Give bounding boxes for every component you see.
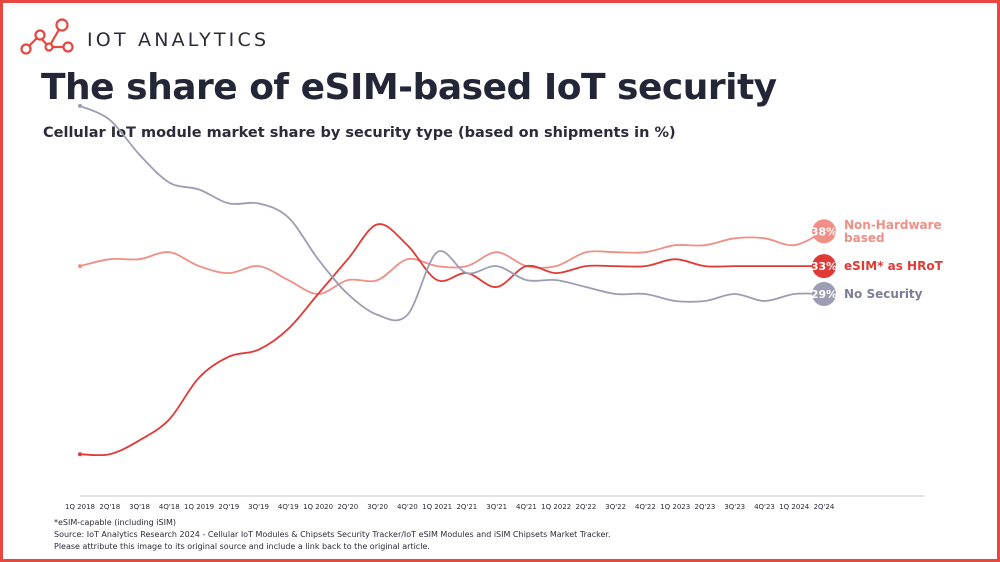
- end-badge-non-hardware-based: [812, 219, 836, 244]
- x-tick-label: 1Q 2018: [65, 503, 95, 511]
- end-value-label-non-hardware-based: 38%: [811, 225, 837, 238]
- x-tick-label: 1Q 2019: [184, 503, 214, 511]
- series-start-point-non-hardware-based: [78, 264, 82, 269]
- footnotes: *eSIM-capable (including iSIM) Source: I…: [54, 517, 611, 553]
- x-tick-label: 2Q'19: [218, 503, 239, 511]
- end-badge-esim-as-hrot: [812, 254, 836, 279]
- x-tick-label: 1Q 2024: [779, 503, 810, 511]
- x-tick-label: 4Q'20: [397, 503, 418, 511]
- end-value-label-esim-as-hrot: 33%: [811, 260, 837, 273]
- end-labels: 38% Non-Hardware based 33% eSIM* as HRoT 29% N…: [811, 218, 944, 306]
- series-name-non-hardware-based: Non-Hardware based: [844, 218, 942, 245]
- x-tick-label: 3Q'21: [486, 503, 507, 511]
- x-tick-label: 4Q'21: [516, 503, 537, 511]
- network-nodes-icon: [20, 18, 74, 55]
- x-tick-label: 2Q'18: [99, 503, 120, 511]
- x-tick-label: 2Q'23: [695, 503, 716, 511]
- attribution-note: Please attribute this image to its origi…: [54, 542, 430, 551]
- page-title: The share of eSIM-based IoT security: [41, 67, 777, 108]
- esim-footnote: *eSIM-capable (including iSIM): [54, 518, 176, 527]
- brand-name: IOT ANALYTICS: [87, 29, 270, 51]
- chart-subtitle: Cellular IoT module market share by secu…: [43, 125, 676, 141]
- x-tick-label: 2Q'20: [337, 503, 358, 511]
- x-tick-labels: 1Q 2018 2Q'18 3Q'18 4Q'18 1Q 2019 2Q'19 3Q'19 4…: [65, 503, 835, 511]
- series-line-no-security: [79, 105, 825, 322]
- end-value-label-no-security: 29%: [811, 288, 837, 301]
- x-tick-label: 3Q'22: [605, 503, 626, 511]
- x-tick-label: 3Q'18: [129, 503, 150, 511]
- x-tick-label: 2Q'24: [814, 503, 835, 511]
- x-tick-label: 4Q'19: [278, 503, 299, 511]
- x-tick-label: 1Q 2022: [541, 503, 571, 511]
- x-tick-label: 3Q'19: [248, 503, 269, 511]
- x-tick-label: 2Q'21: [456, 503, 477, 511]
- x-tick-label: 4Q'18: [159, 503, 180, 511]
- source-note: Source: IoT Analytics Research 2024 - Ce…: [54, 530, 611, 539]
- series-start-point-esim-as-hrot: [78, 452, 82, 457]
- x-tick-label: 4Q'22: [635, 503, 656, 511]
- series-start-point-no-security: [78, 103, 82, 108]
- x-tick-label: 1Q 2021: [422, 503, 452, 511]
- series-line-esim-as-hrot: [79, 223, 824, 457]
- x-tick-label: 1Q 2020: [303, 503, 333, 511]
- series-name-esim-as-hrot: eSIM* as HRoT: [844, 259, 944, 273]
- x-tick-label: 4Q'23: [754, 503, 775, 511]
- x-tick-label: 3Q'23: [724, 503, 745, 511]
- x-tick-label: 1Q 2023: [660, 503, 690, 511]
- x-tick-label: 2Q'22: [576, 503, 597, 511]
- series-name-no-security: No Security: [844, 287, 923, 301]
- x-tick-label: 3Q'20: [367, 503, 388, 511]
- end-badge-no-security: [812, 282, 836, 306]
- series-layer: [78, 103, 825, 457]
- series-line-non-hardware-based: [79, 230, 825, 295]
